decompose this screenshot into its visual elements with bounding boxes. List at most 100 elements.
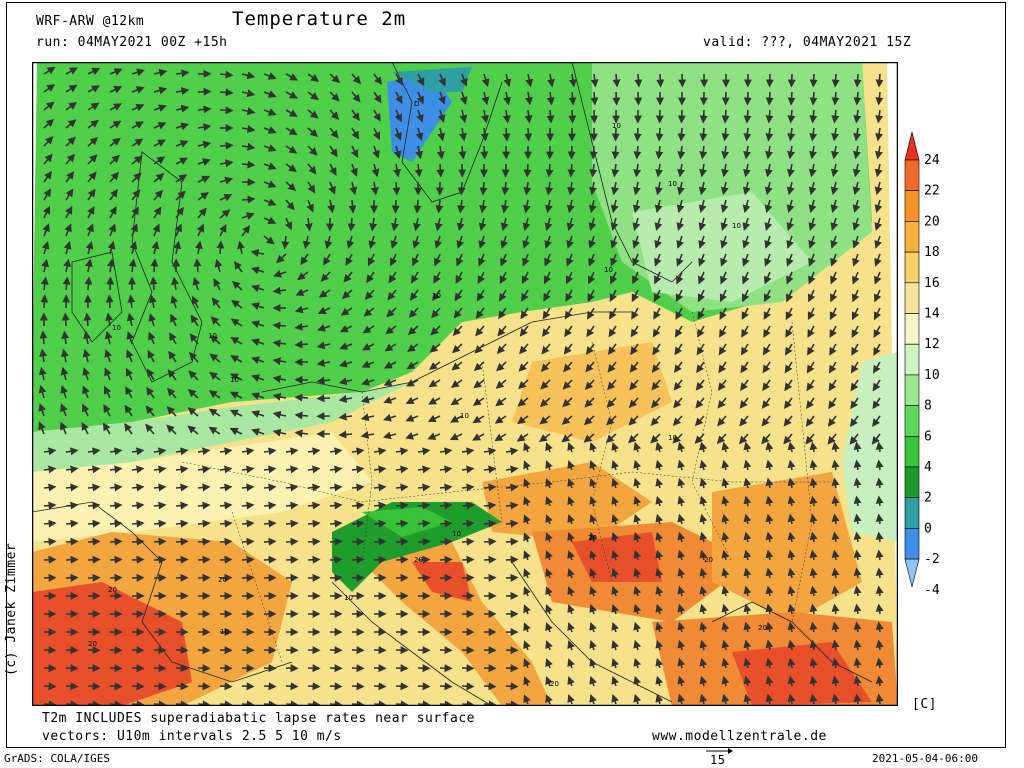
wind-arrow [455,271,463,284]
wind-arrow [263,555,277,564]
contour-label: D [414,100,419,108]
wind-arrow [208,390,221,399]
wind-arrow [43,188,52,201]
wind-arrow [677,459,686,471]
wind-arrow [677,567,686,579]
wind-arrow [417,537,431,546]
wind-arrow [655,531,664,543]
wind-arrow [610,199,619,214]
wind-arrow [454,289,463,302]
wind-arrow [197,483,211,492]
wind-arrow [762,361,771,374]
wind-arrow [872,397,881,410]
wind-arrow [153,519,167,528]
wind-arrow [633,127,642,142]
wind-arrow [525,73,534,88]
wind-arrow [175,140,189,148]
wind-arrow [109,103,122,111]
wind-arrow [405,432,419,440]
wind-arrow [850,379,859,392]
wind-arrow [831,441,840,453]
wind-arrow [828,361,837,374]
wind-arrow [587,289,595,303]
wind-arrow [395,447,409,456]
contour-label: 10 [112,324,121,332]
wind-arrow [718,343,727,356]
wind-arrow [716,433,727,444]
wind-arrow [272,375,287,383]
wind-arrow [251,374,265,382]
wind-arrow [197,519,211,528]
wind-arrow [197,158,211,166]
wind-arrow [219,483,233,492]
wind-arrow [654,235,662,249]
wind-arrow [589,567,597,579]
wind-arrow [395,465,409,474]
wind-arrow [153,104,167,112]
wind-arrow [851,307,860,321]
wind-arrow [153,465,167,474]
wind-arrow [294,429,309,438]
wind-arrow [765,109,774,124]
wind-arrow [153,122,167,130]
wind-arrow [589,145,598,160]
wind-arrow [697,325,705,338]
wind-arrow [219,682,233,691]
wind-arrow [437,109,446,124]
wind-arrow [307,109,319,119]
wind-arrow [125,367,134,381]
wind-arrow [351,465,365,474]
wind-arrow [505,483,519,492]
wind-arrow [87,171,97,183]
wind-arrow [497,325,507,337]
wind-arrow [673,379,683,391]
wind-arrow [567,532,575,543]
wind-arrow [190,314,199,327]
wind-arrow [697,307,705,320]
wind-arrow [539,433,551,443]
wind-arrow [451,361,463,371]
wind-arrow [109,465,123,474]
wind-arrow [197,123,212,132]
wind-arrow [545,568,553,579]
wind-arrow [450,379,463,388]
wind-arrow [153,447,167,456]
wind-arrow [501,199,509,214]
wind-arrow [584,379,595,390]
wind-arrow [241,212,255,220]
wind-arrow [808,235,816,249]
wind-arrow [188,370,199,381]
wind-arrow [852,181,861,196]
wind-arrow [131,138,144,147]
wind-arrow [585,361,595,373]
wind-arrow [762,343,771,356]
wind-arrow [738,433,749,445]
wind-arrow [472,415,485,424]
wind-arrow [417,447,431,456]
wind-arrow [461,483,475,492]
wind-arrow [589,441,597,453]
wind-arrow [483,483,497,492]
wind-arrow [545,460,553,471]
wind-arrow [611,459,619,471]
wind-arrow [698,235,706,249]
wind-arrow [60,385,69,399]
wind-arrow [483,555,497,564]
wind-arrow [43,700,57,706]
wind-arrow [677,531,686,543]
wind-arrow [461,555,475,564]
wind-arrow [351,109,360,121]
wind-arrow [130,223,138,237]
wind-arrow [523,181,532,196]
wind-arrow [285,700,299,706]
wind-arrow [629,379,639,391]
wind-arrow [517,397,529,407]
wind-arrow [673,361,683,373]
wind-arrow [741,307,749,321]
wind-arrow [351,682,365,691]
wind-arrow [852,253,860,267]
wind-arrow [43,465,57,474]
wind-arrow [608,325,617,338]
wind-arrow [743,495,752,507]
wind-arrow [494,433,507,442]
